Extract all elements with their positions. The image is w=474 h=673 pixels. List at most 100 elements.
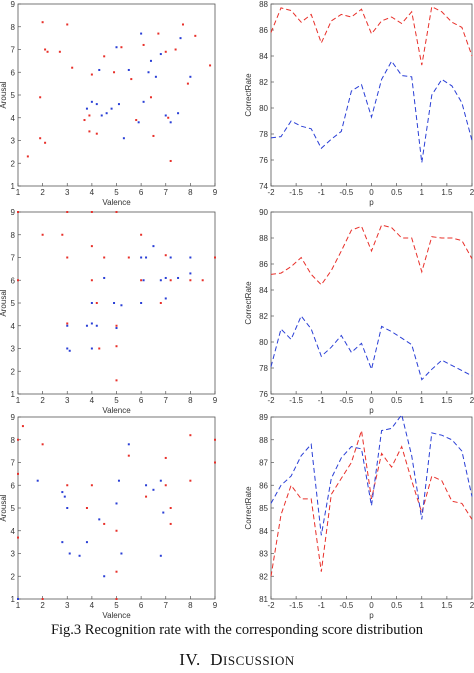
blue-data-point xyxy=(115,327,118,330)
x-tick-label: 7 xyxy=(164,396,169,405)
red-data-point xyxy=(90,484,93,487)
red-data-point xyxy=(17,536,19,539)
red-data-point xyxy=(83,119,86,122)
red-data-point xyxy=(169,279,172,282)
blue-data-point xyxy=(85,541,88,544)
y-tick-label: 2 xyxy=(11,367,16,376)
x-tick-label: -2 xyxy=(267,188,275,197)
blue-data-point xyxy=(105,112,108,115)
blue-data-point xyxy=(177,276,180,279)
red-data-point xyxy=(88,114,91,117)
red-data-point xyxy=(140,233,143,236)
red-data-point xyxy=(115,529,118,532)
red-data-point xyxy=(209,64,212,67)
blue-data-point xyxy=(90,347,93,350)
blue-data-point xyxy=(142,279,145,282)
red-data-point xyxy=(41,233,44,236)
blue-data-point xyxy=(66,324,69,327)
section-title-initial: D xyxy=(210,650,224,669)
blue-data-point xyxy=(36,479,39,482)
blue-data-point xyxy=(85,107,88,110)
x-tick-label: 6 xyxy=(139,188,144,197)
y-tick-label: 3 xyxy=(11,137,16,146)
blue-data-point xyxy=(98,68,101,71)
x-tick-label: -1 xyxy=(318,396,326,405)
x-tick-label: 9 xyxy=(213,396,218,405)
y-tick-label: 2 xyxy=(11,159,16,168)
blue-data-point xyxy=(149,59,152,62)
red-data-point xyxy=(149,96,152,99)
blue-data-point xyxy=(103,575,106,578)
y-tick-label: 3 xyxy=(11,345,16,354)
red-data-point xyxy=(127,454,130,457)
y-tick-label: 2 xyxy=(11,572,16,581)
red-data-point xyxy=(103,55,106,58)
blue-data-point xyxy=(142,100,145,103)
y-axis-label: CorrectRate xyxy=(244,73,253,117)
x-tick-label: 2 xyxy=(40,601,45,610)
x-tick-label: 4 xyxy=(90,188,95,197)
y-tick-label: 7 xyxy=(11,254,16,263)
red-data-point xyxy=(88,130,91,133)
blue-data-point xyxy=(159,279,162,282)
blue-data-point xyxy=(90,100,93,103)
x-tick-label: 3 xyxy=(65,188,70,197)
y-tick-label: 4 xyxy=(11,114,16,123)
x-tick-label: 2 xyxy=(40,396,45,405)
blue-series-line xyxy=(270,60,473,163)
x-tick-label: 5 xyxy=(114,396,119,405)
y-tick-label: 80 xyxy=(259,104,268,113)
x-axis-label: Valence xyxy=(102,198,131,207)
blue-data-point xyxy=(100,114,103,117)
red-data-point xyxy=(17,438,19,441)
x-tick-label: 0.5 xyxy=(391,188,403,197)
blue-series-line xyxy=(270,413,473,536)
red-data-point xyxy=(115,598,118,600)
blue-data-point xyxy=(115,502,118,505)
x-tick-label: 2 xyxy=(470,396,474,405)
y-tick-label: 83 xyxy=(259,550,268,559)
y-axis-label: Arousal xyxy=(0,81,8,108)
blue-data-point xyxy=(68,552,71,555)
red-data-point xyxy=(164,456,167,459)
red-data-point xyxy=(66,322,69,325)
y-tick-label: 86 xyxy=(259,260,268,269)
x-tick-label: 4 xyxy=(90,601,95,610)
red-data-point xyxy=(17,211,19,213)
x-tick-label: 4 xyxy=(90,396,95,405)
x-axis-label: p xyxy=(369,406,374,415)
y-tick-label: 1 xyxy=(11,595,16,604)
blue-data-point xyxy=(61,541,64,544)
x-tick-label: -0.5 xyxy=(339,188,353,197)
red-data-point xyxy=(58,50,61,53)
x-tick-label: 3 xyxy=(65,601,70,610)
y-tick-label: 84 xyxy=(259,286,268,295)
red-data-point xyxy=(169,159,172,162)
blue-data-point xyxy=(164,297,167,300)
x-tick-label: 0 xyxy=(369,396,374,405)
blue-data-point xyxy=(164,114,167,117)
blue-data-point xyxy=(68,349,71,352)
y-tick-label: 78 xyxy=(259,364,268,373)
x-axis-label: p xyxy=(369,611,374,620)
x-tick-label: 0 xyxy=(369,188,374,197)
x-tick-label: 1.5 xyxy=(441,601,453,610)
blue-data-point xyxy=(189,272,192,275)
y-tick-label: 6 xyxy=(11,68,16,77)
x-tick-label: -1.5 xyxy=(289,396,303,405)
red-data-point xyxy=(167,116,170,119)
blue-data-point xyxy=(95,103,98,106)
red-data-point xyxy=(103,522,106,525)
blue-data-point xyxy=(117,479,120,482)
red-data-point xyxy=(66,256,69,259)
y-tick-label: 5 xyxy=(11,91,16,100)
x-tick-label: 1 xyxy=(16,188,21,197)
red-data-point xyxy=(44,48,47,51)
red-data-point xyxy=(61,233,64,236)
red-data-point xyxy=(130,78,133,81)
red-data-point xyxy=(186,82,189,85)
x-axis-label: Valence xyxy=(102,406,131,415)
red-data-point xyxy=(66,23,69,26)
y-tick-label: 88 xyxy=(259,234,268,243)
x-axis-label: p xyxy=(369,198,374,207)
